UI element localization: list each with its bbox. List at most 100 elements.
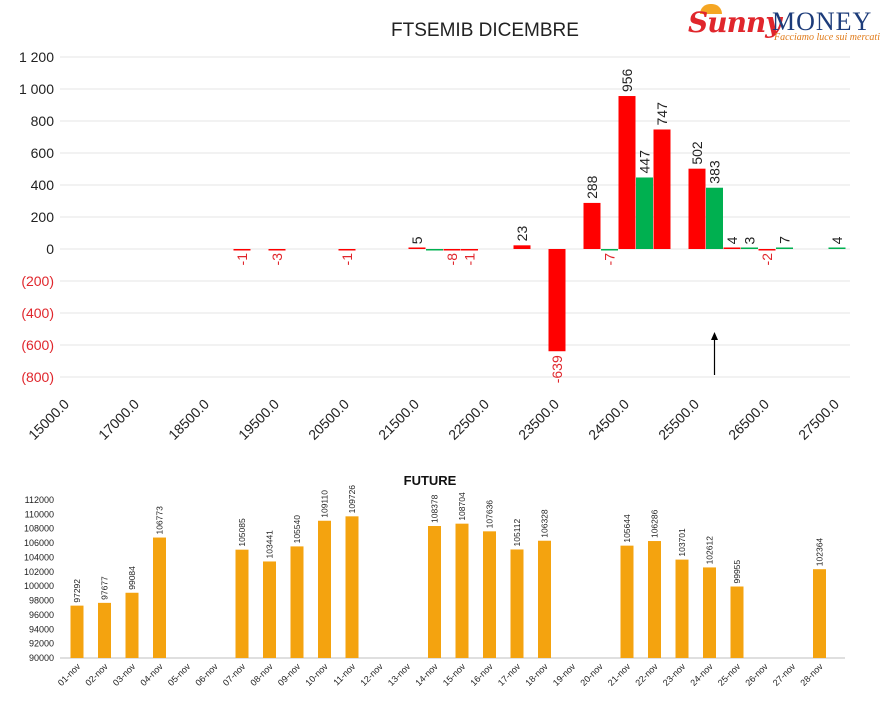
put-bar <box>408 247 426 249</box>
data-label: 105644 <box>622 514 632 543</box>
call-bar <box>741 247 758 249</box>
data-label: 383 <box>707 160 723 184</box>
future-bar <box>510 549 524 658</box>
x-tick-label: 19-nov <box>551 661 578 688</box>
x-tick-label: 05-nov <box>166 661 193 688</box>
future-bar <box>648 541 661 658</box>
sunny-money-logo: Sunny MONEY Facciamo luce sui mercati <box>686 4 882 43</box>
x-tick-label: 21-nov <box>606 661 633 688</box>
y-tick-label: 96000 <box>29 610 54 620</box>
x-tick-label: 03-nov <box>111 661 138 688</box>
x-tick-label: 28-nov <box>798 661 825 688</box>
put-bar <box>618 96 636 249</box>
data-label: -1 <box>462 253 478 266</box>
put-bar <box>548 249 566 352</box>
y-tick-label: 800 <box>31 113 55 129</box>
data-label: 3 <box>742 237 758 245</box>
data-label: 103701 <box>677 528 687 557</box>
x-tick-label: 07-nov <box>221 661 248 688</box>
top-chart-title: FTSEMIB DICEMBRE <box>391 20 579 41</box>
data-label: 447 <box>637 150 653 174</box>
x-tick-label: 11-nov <box>331 661 357 687</box>
data-label: 747 <box>654 102 670 126</box>
x-tick-label: 17-nov <box>496 661 523 688</box>
put-bar <box>338 249 356 251</box>
call-bar <box>636 177 653 249</box>
logo-tagline: Facciamo luce sui mercati <box>774 32 880 43</box>
x-tick-label: 04-nov <box>138 661 165 688</box>
arrow-icon <box>711 332 718 340</box>
x-tick-label: 12-nov <box>358 661 385 688</box>
data-label: -639 <box>549 355 565 383</box>
future-chart-title: FUTURE <box>403 473 457 488</box>
x-tick-label: 15-nov <box>441 661 468 688</box>
y-tick-label: (200) <box>21 273 54 289</box>
sun-icon <box>700 4 722 14</box>
y-tick-label: 98000 <box>29 596 54 606</box>
call-bar <box>426 249 443 251</box>
put-bar <box>688 168 706 249</box>
data-label: 502 <box>689 141 705 165</box>
data-label: 105085 <box>237 518 247 547</box>
data-label: -1 <box>234 253 250 266</box>
y-tick-label: 106000 <box>24 538 54 548</box>
y-tick-label: 200 <box>31 209 55 225</box>
y-tick-label: 1 200 <box>19 49 54 65</box>
data-label: 102364 <box>815 538 825 567</box>
put-bar <box>583 202 601 249</box>
data-label: 106328 <box>540 509 550 538</box>
data-label: 97292 <box>72 579 82 603</box>
data-label: 99955 <box>732 560 742 584</box>
data-label: 97677 <box>100 576 110 600</box>
future-bar <box>345 516 359 658</box>
put-bar <box>513 245 531 249</box>
y-tick-label: 100000 <box>24 581 54 591</box>
data-label: 105540 <box>292 515 302 544</box>
call-bar <box>776 247 793 249</box>
future-bar <box>675 559 689 658</box>
future-bar <box>620 545 634 658</box>
x-tick-label: 10-nov <box>303 661 330 688</box>
y-tick-label: 102000 <box>24 567 54 577</box>
future-bar <box>318 520 331 658</box>
y-tick-label: 94000 <box>29 624 54 634</box>
put-bar <box>758 249 776 251</box>
data-label: 4 <box>724 236 740 244</box>
put-bar <box>268 249 286 251</box>
logo-text-sunny: Sunny <box>688 6 782 39</box>
future-bar <box>290 546 304 658</box>
x-tick-label: 26-nov <box>743 661 770 688</box>
future-bar <box>98 602 111 658</box>
future-bar <box>455 523 469 658</box>
future-bar <box>70 605 84 658</box>
future-bar <box>703 567 716 658</box>
put-bar <box>443 249 461 251</box>
data-label: -3 <box>269 253 285 266</box>
y-tick-label: 108000 <box>24 524 54 534</box>
future-bar <box>730 586 744 658</box>
put-bar <box>723 247 741 249</box>
x-tick-label: 25-nov <box>716 661 743 688</box>
future-bar <box>235 549 249 658</box>
y-tick-label: 112000 <box>25 495 54 505</box>
data-label: 105112 <box>512 518 522 546</box>
x-tick-label: 14-nov <box>413 661 440 688</box>
data-label: 4 <box>829 236 845 244</box>
future-bar <box>263 561 276 658</box>
future-bar <box>813 569 826 658</box>
future-bar <box>125 592 139 658</box>
y-tick-label: 1 000 <box>19 81 54 97</box>
data-label: 102612 <box>705 536 715 565</box>
future-bar <box>153 537 166 658</box>
x-tick-label: 24-nov <box>688 661 715 688</box>
y-tick-label: (800) <box>21 369 54 385</box>
x-tick-label: 13-nov <box>386 661 413 688</box>
data-label: 5 <box>409 236 425 244</box>
y-tick-label: 104000 <box>24 552 54 562</box>
y-tick-label: 0 <box>46 241 54 257</box>
data-label: 108704 <box>457 492 467 521</box>
y-tick-label: (600) <box>21 337 54 353</box>
data-label: 7 <box>777 236 793 244</box>
put-bar <box>461 249 478 251</box>
data-label: -1 <box>339 253 355 266</box>
